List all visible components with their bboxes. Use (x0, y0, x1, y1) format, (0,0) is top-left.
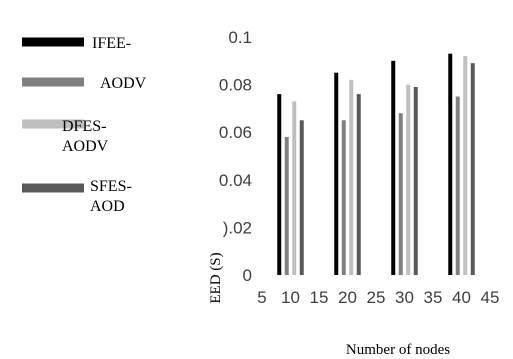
legend-swatch (22, 37, 84, 47)
bar (391, 60, 396, 275)
y-axis-title: EED (S) (208, 252, 224, 303)
bar (448, 53, 453, 275)
legend-label: SFES- (90, 178, 132, 195)
y-tick-label: 0.06 (219, 123, 252, 142)
bar (284, 136, 289, 275)
bar (455, 96, 460, 275)
bar (341, 120, 346, 275)
chart-legend: IFEE- AODV DFES- AODV SFES- AOD (22, 35, 147, 215)
bar (413, 86, 418, 275)
legend-label-line2: AOD (90, 198, 125, 215)
legend-swatch (22, 77, 84, 87)
bar (277, 94, 282, 276)
x-tick-label: 40 (452, 288, 471, 307)
legend-swatch (22, 119, 84, 129)
legend-label: DFES- (62, 118, 106, 135)
x-axis-ticks: 5 10 15 20 25 30 35 40 45 (257, 288, 499, 307)
x-tick-label: 5 (257, 288, 266, 307)
plot-area (277, 53, 475, 276)
x-tick-label: 10 (281, 288, 300, 307)
bar (470, 63, 475, 276)
legend-label: AODV (100, 75, 147, 92)
y-tick-label: 0.08 (219, 76, 252, 95)
bar (299, 120, 304, 275)
legend-swatch (22, 183, 84, 193)
x-axis-title: Number of nodes (346, 342, 450, 358)
legend-label: IFEE- (92, 35, 131, 52)
y-tick-label: 0.1 (228, 28, 252, 47)
y-tick-label: ).02 (223, 218, 252, 237)
bar (463, 56, 468, 275)
y-tick-label: 0.04 (219, 171, 252, 190)
bar (334, 72, 339, 275)
legend-label-line2: AODV (62, 138, 109, 155)
y-axis-ticks: 0 ).02 0.04 0.06 0.08 0.1 (219, 28, 252, 285)
bar (356, 94, 361, 276)
bar (406, 84, 411, 275)
y-tick-label: 0 (243, 266, 252, 285)
x-tick-label: 45 (481, 288, 500, 307)
x-tick-label: 15 (310, 288, 329, 307)
bar (292, 101, 297, 275)
x-tick-label: 20 (338, 288, 357, 307)
bar (398, 113, 403, 275)
x-tick-label: 25 (367, 288, 386, 307)
x-tick-label: 35 (424, 288, 443, 307)
x-tick-label: 30 (395, 288, 414, 307)
bar (349, 79, 354, 275)
